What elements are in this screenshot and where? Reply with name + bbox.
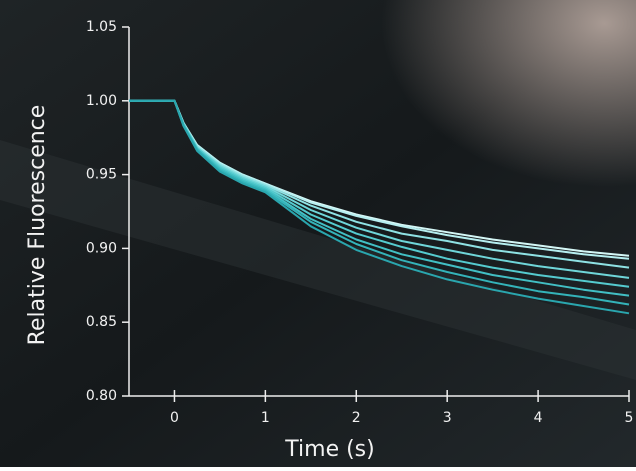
- y-tick-label: 0.80: [86, 388, 117, 404]
- x-tick-label: 1: [261, 410, 270, 426]
- x-tick-label: 0: [170, 410, 179, 426]
- x-tick-label: 3: [443, 410, 452, 426]
- x-tick-label: 2: [352, 410, 361, 426]
- y-tick-label: 0.95: [86, 167, 117, 183]
- series-line: [129, 99, 630, 315]
- y-tick-label: 1.05: [86, 19, 117, 35]
- y-tick-label: 1.00: [86, 93, 117, 109]
- y-axis-title: Relative Fluorescence: [25, 105, 50, 346]
- background-shape: [0, 140, 636, 380]
- x-tick-label: 4: [534, 410, 543, 426]
- y-tick-label: 0.85: [86, 314, 117, 330]
- x-axis-title: Time (s): [284, 437, 374, 462]
- x-tick-label: 5: [625, 410, 634, 426]
- y-tick-label: 0.90: [86, 240, 117, 256]
